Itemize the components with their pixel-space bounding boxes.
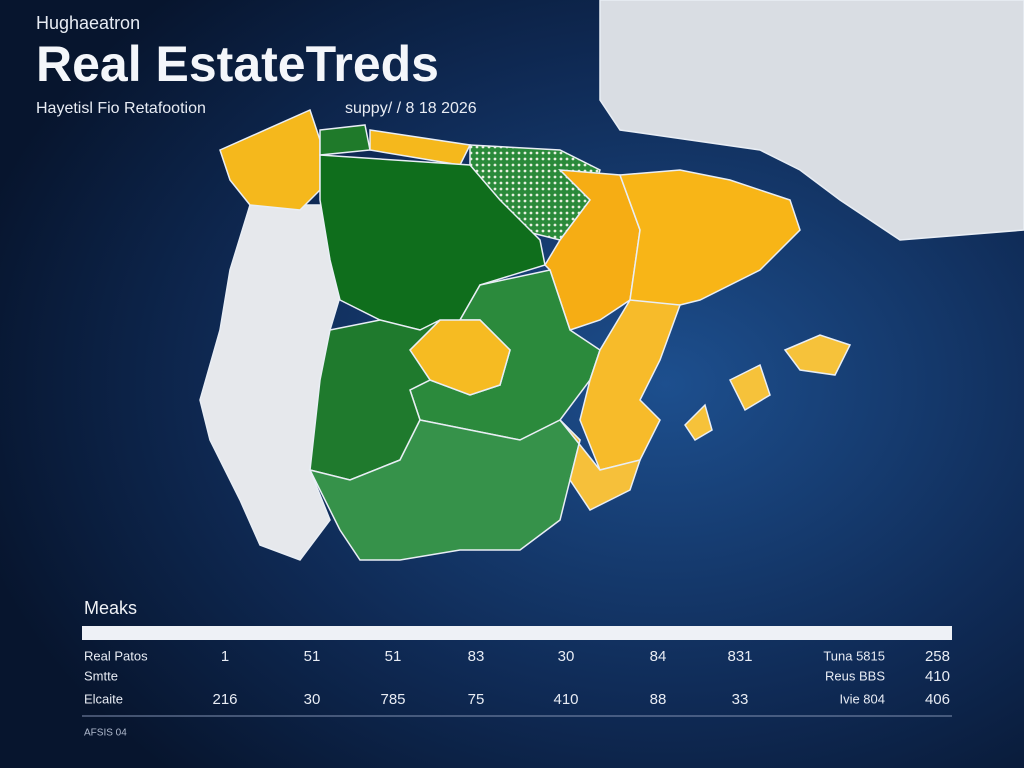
table-title: Meaks: [84, 598, 137, 618]
table-cell: 83: [468, 648, 485, 665]
table-cell: 406: [925, 691, 950, 708]
table: Real Patos 1 51 51 83 30 84 831 Tuna 5815 258 Smtt…: [84, 648, 950, 708]
table-header-bar: [82, 626, 952, 640]
row-label: Smtte: [84, 668, 118, 683]
table-cell: 51: [304, 648, 321, 665]
table-cell: Ivie 804: [839, 691, 885, 706]
region: [319, 124, 371, 156]
region: [618, 169, 801, 311]
table-cell: 216: [212, 691, 237, 708]
table-cell: 410: [925, 668, 950, 685]
table-cell: 51: [385, 648, 402, 665]
table-cell: 258: [925, 648, 950, 665]
table-cell: 785: [380, 691, 405, 708]
region: [409, 319, 511, 396]
island: [684, 403, 713, 442]
table-cell: 831: [727, 648, 752, 665]
title: Real EstateTreds: [36, 36, 439, 92]
table-cell: 88: [650, 691, 667, 708]
table-cell: 75: [468, 691, 485, 708]
footer-note: AFSIS 04: [84, 728, 127, 739]
table-cell: 1: [221, 648, 229, 665]
table-cell: 33: [732, 691, 749, 708]
region: [559, 419, 642, 511]
kicker: Hughaeatron: [36, 13, 140, 33]
france: [599, 0, 1024, 241]
row-label: Elcaite: [84, 691, 123, 706]
date: suppy/ / 8 18 2026: [345, 100, 477, 117]
table-cell: Reus BBS: [825, 668, 885, 683]
table-cell: Tuna 5815: [823, 648, 885, 663]
row-label: Real Patos: [84, 648, 148, 663]
map: [199, 0, 1024, 561]
region: [219, 108, 321, 211]
table-cell: 30: [558, 648, 575, 665]
island: [783, 334, 852, 376]
table-cell: 30: [304, 691, 321, 708]
subtitle: Hayetisl Fio Retafootion: [36, 100, 206, 117]
table-cell: 84: [650, 648, 667, 665]
island: [728, 363, 771, 412]
table-cell: 410: [553, 691, 578, 708]
